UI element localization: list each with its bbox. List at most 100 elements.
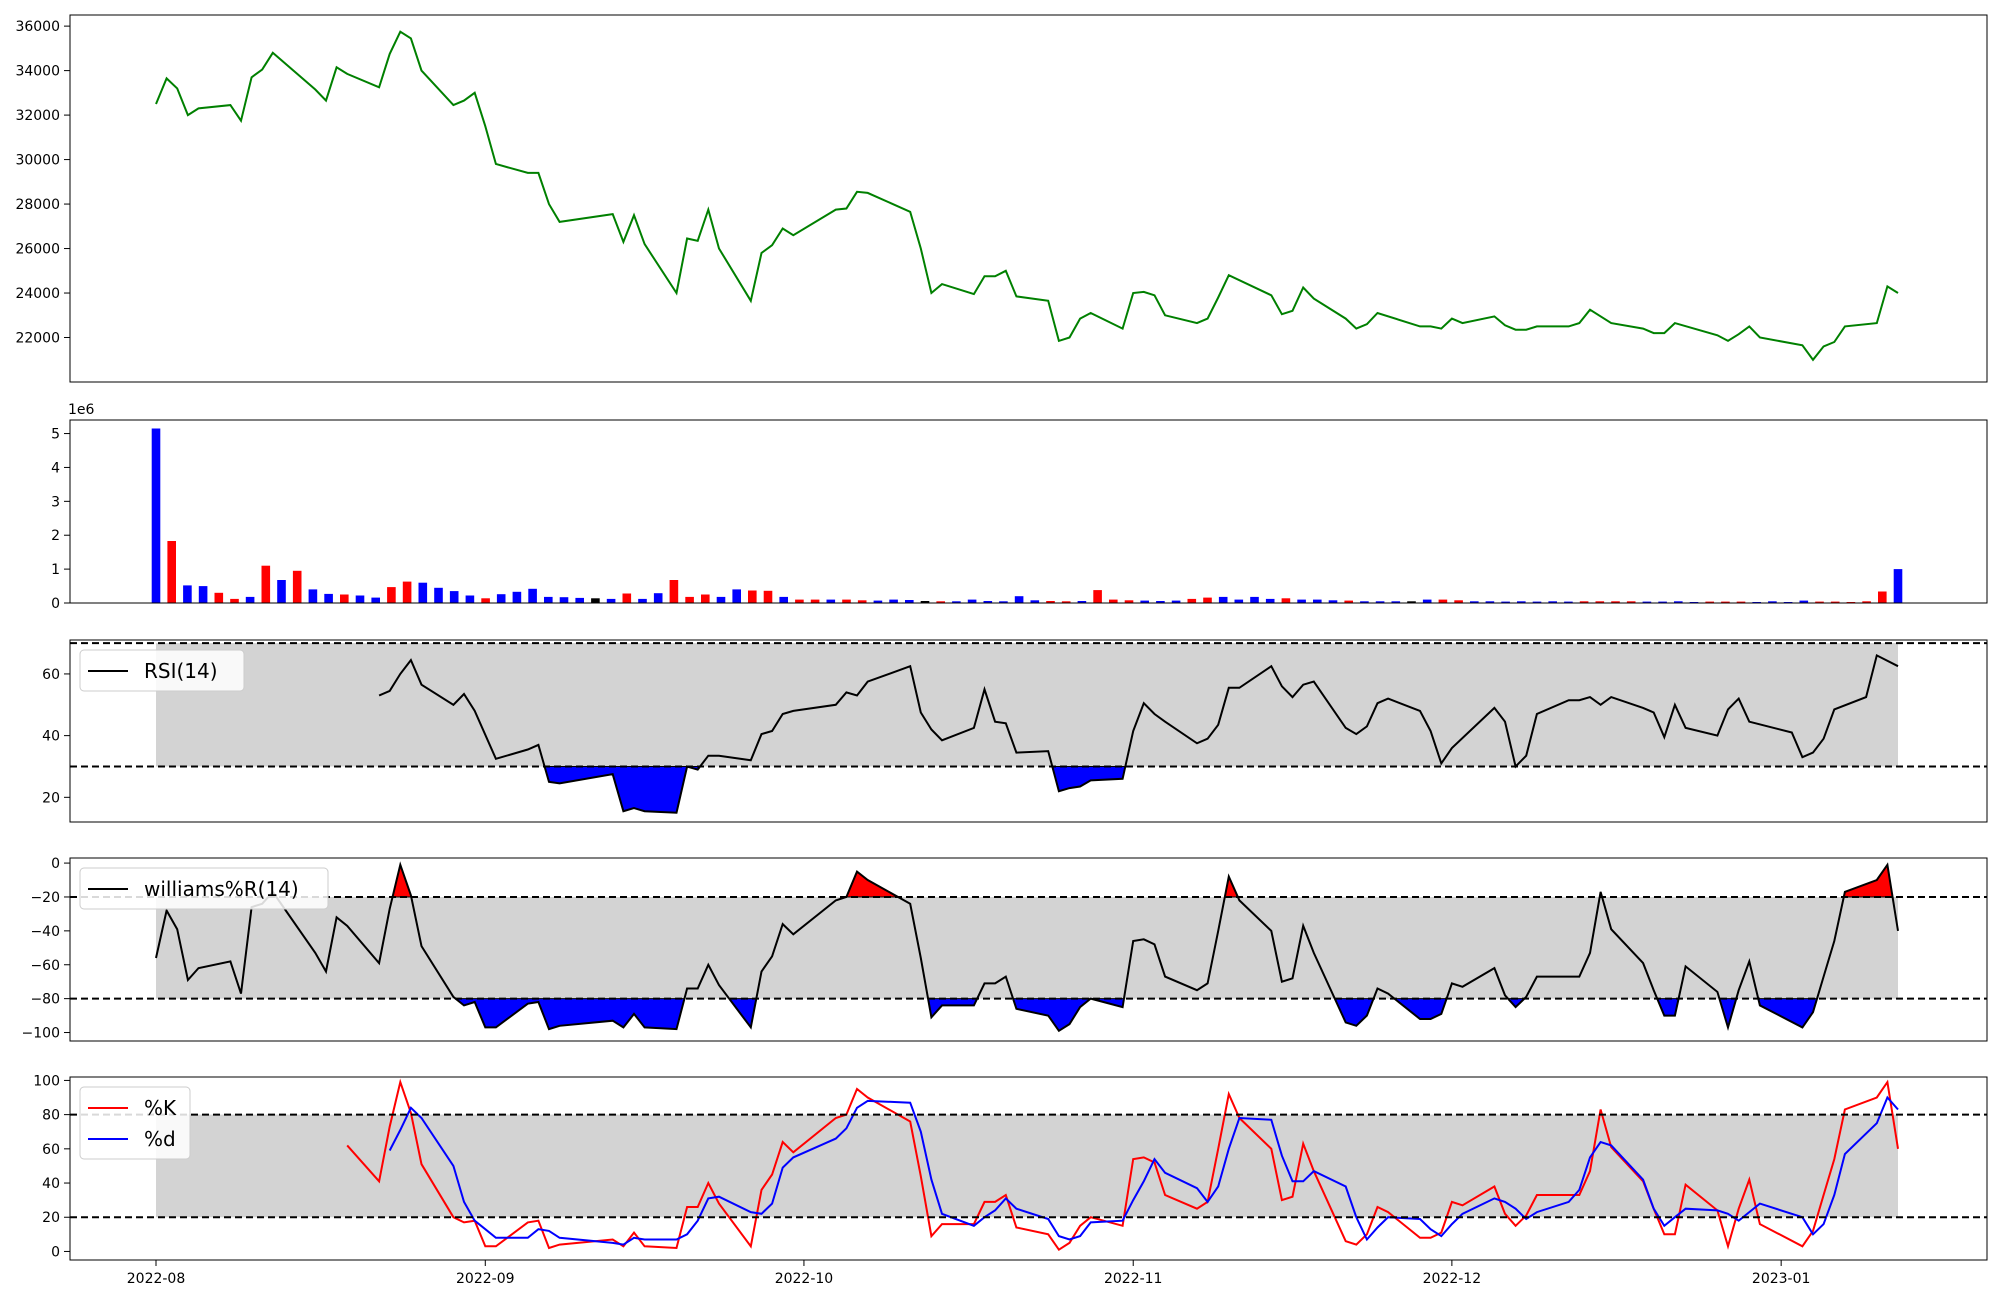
volume-bar [387,587,396,603]
y-tick-label: 34000 [15,64,60,80]
volume-bar [277,580,286,603]
volume-bar [1187,598,1197,603]
volume-bar [512,591,522,603]
volume-bar [857,600,867,603]
volume-bar [1265,598,1275,603]
volume-bar [496,594,506,603]
volume-bar [465,595,475,603]
volume-bar [355,595,365,603]
volume-bar [1705,601,1714,603]
y-tick-label: 0 [51,596,60,612]
volume-bar [1862,601,1871,603]
volume-bar [1674,601,1683,603]
y-tick-label: 30000 [15,153,60,169]
volume-bar [1375,601,1385,603]
volume-bar [1313,599,1322,603]
volume-bar [1281,598,1291,603]
y-tick-label: 1 [51,562,60,578]
volume-bar [1250,596,1259,603]
volume-bar [999,601,1008,603]
volume-bar [1109,599,1118,603]
y-tick-label: 5 [51,427,60,443]
y-tick-label: −100 [22,1026,60,1042]
volume-bar [1736,601,1746,603]
volume-bar [795,599,804,603]
legend-box [79,1086,191,1160]
volume-bar [1234,599,1244,603]
volume-bar [889,599,898,603]
volume-bar [779,596,788,603]
y-tick-label: 0 [51,1244,60,1260]
y-tick-label: −40 [30,924,60,940]
volume-bar [544,596,553,603]
volume-bar [1140,600,1149,603]
y-tick-label: 4 [51,460,60,476]
legend-label: RSI(14) [144,659,218,683]
x-tick-label: 2022-12 [1423,1271,1482,1287]
exceed-fill [1012,998,1093,1032]
volume-bar [873,600,883,603]
exceed-fill [927,998,978,1019]
volume-bar [967,599,977,603]
y-tick-label: 60 [42,1142,60,1158]
volume-bar [308,589,318,603]
y-tick-label: 60 [42,667,60,683]
volume-bar [1061,601,1071,603]
volume-bar [1077,601,1087,603]
volume-bar [763,590,773,603]
volume-bar [983,601,993,603]
volume-bar [732,589,741,603]
legend-box [79,867,329,910]
volume-bar [151,428,161,603]
rsi-panel: 20 40 60 RSI(14) [42,639,1988,823]
volume-bar [1815,601,1824,603]
volume-bar [418,582,428,603]
volume-bar [1768,601,1777,603]
volume-bar [1893,569,1903,603]
volume-bar [371,597,380,603]
x-tick-label: 2022-08 [127,1271,186,1287]
rsi-line [378,653,1899,814]
volume-bar [481,598,490,603]
volume-bar [292,570,302,603]
volume-bar [1203,597,1212,603]
y-tick-label: 3 [51,494,60,510]
volume-bar [716,596,726,603]
volume-bar [1171,600,1181,603]
band-fill [156,1114,1898,1218]
volume-bar [1878,591,1887,603]
volume-bar [1093,590,1102,603]
volume-bar [167,541,176,603]
volume-bar [1721,601,1730,603]
volume-bar [701,594,710,603]
volume-bar [1501,601,1510,603]
exceed-fill [1843,863,1894,898]
volume-bar [1485,601,1495,603]
y-tick-label: 20 [42,1210,60,1226]
volume-bar [810,599,820,603]
y-tick-label: 32000 [15,108,60,124]
volume-bar [1438,599,1448,603]
volume-bar [1360,601,1369,603]
volume-bar [324,593,333,603]
y-tick-label: 40 [42,729,60,745]
volume-bar [528,588,537,603]
volume-bar [434,587,443,604]
volume-bar [1030,600,1040,603]
volume-bar [1344,600,1353,603]
volume-bar [1391,601,1401,603]
volume-bar [826,599,836,603]
volume-bar [1046,601,1055,603]
legend-label: williams%R(14) [144,877,299,901]
volume-bar [1642,601,1652,603]
volume-bar [559,597,569,603]
volume-bar [198,586,208,603]
volume-bar [1799,600,1809,603]
x-tick-label: 2022-10 [775,1271,834,1287]
y-tick-label: 20 [42,790,60,806]
volume-bar [1407,601,1416,603]
volume-bar [1014,596,1024,603]
y-tick-label: 40 [42,1176,60,1192]
legend-label: %K [144,1096,177,1120]
